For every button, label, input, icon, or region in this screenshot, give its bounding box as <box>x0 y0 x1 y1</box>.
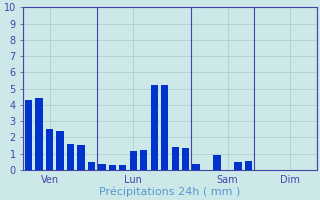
Bar <box>130 151 137 170</box>
Bar <box>67 144 74 170</box>
X-axis label: Précipitations 24h ( mm ): Précipitations 24h ( mm ) <box>99 186 241 197</box>
Bar <box>98 164 106 170</box>
Bar <box>109 165 116 170</box>
Bar <box>172 147 179 170</box>
Bar <box>46 129 53 170</box>
Bar <box>25 100 32 170</box>
Bar <box>77 145 84 170</box>
Bar <box>245 161 252 170</box>
Bar <box>56 131 64 170</box>
Bar <box>213 155 221 170</box>
Bar <box>140 150 148 170</box>
Bar <box>151 85 158 170</box>
Bar <box>182 148 189 170</box>
Bar <box>119 165 126 170</box>
Bar <box>161 85 168 170</box>
Bar <box>36 98 43 170</box>
Bar <box>192 164 200 170</box>
Bar <box>234 162 242 170</box>
Bar <box>88 162 95 170</box>
